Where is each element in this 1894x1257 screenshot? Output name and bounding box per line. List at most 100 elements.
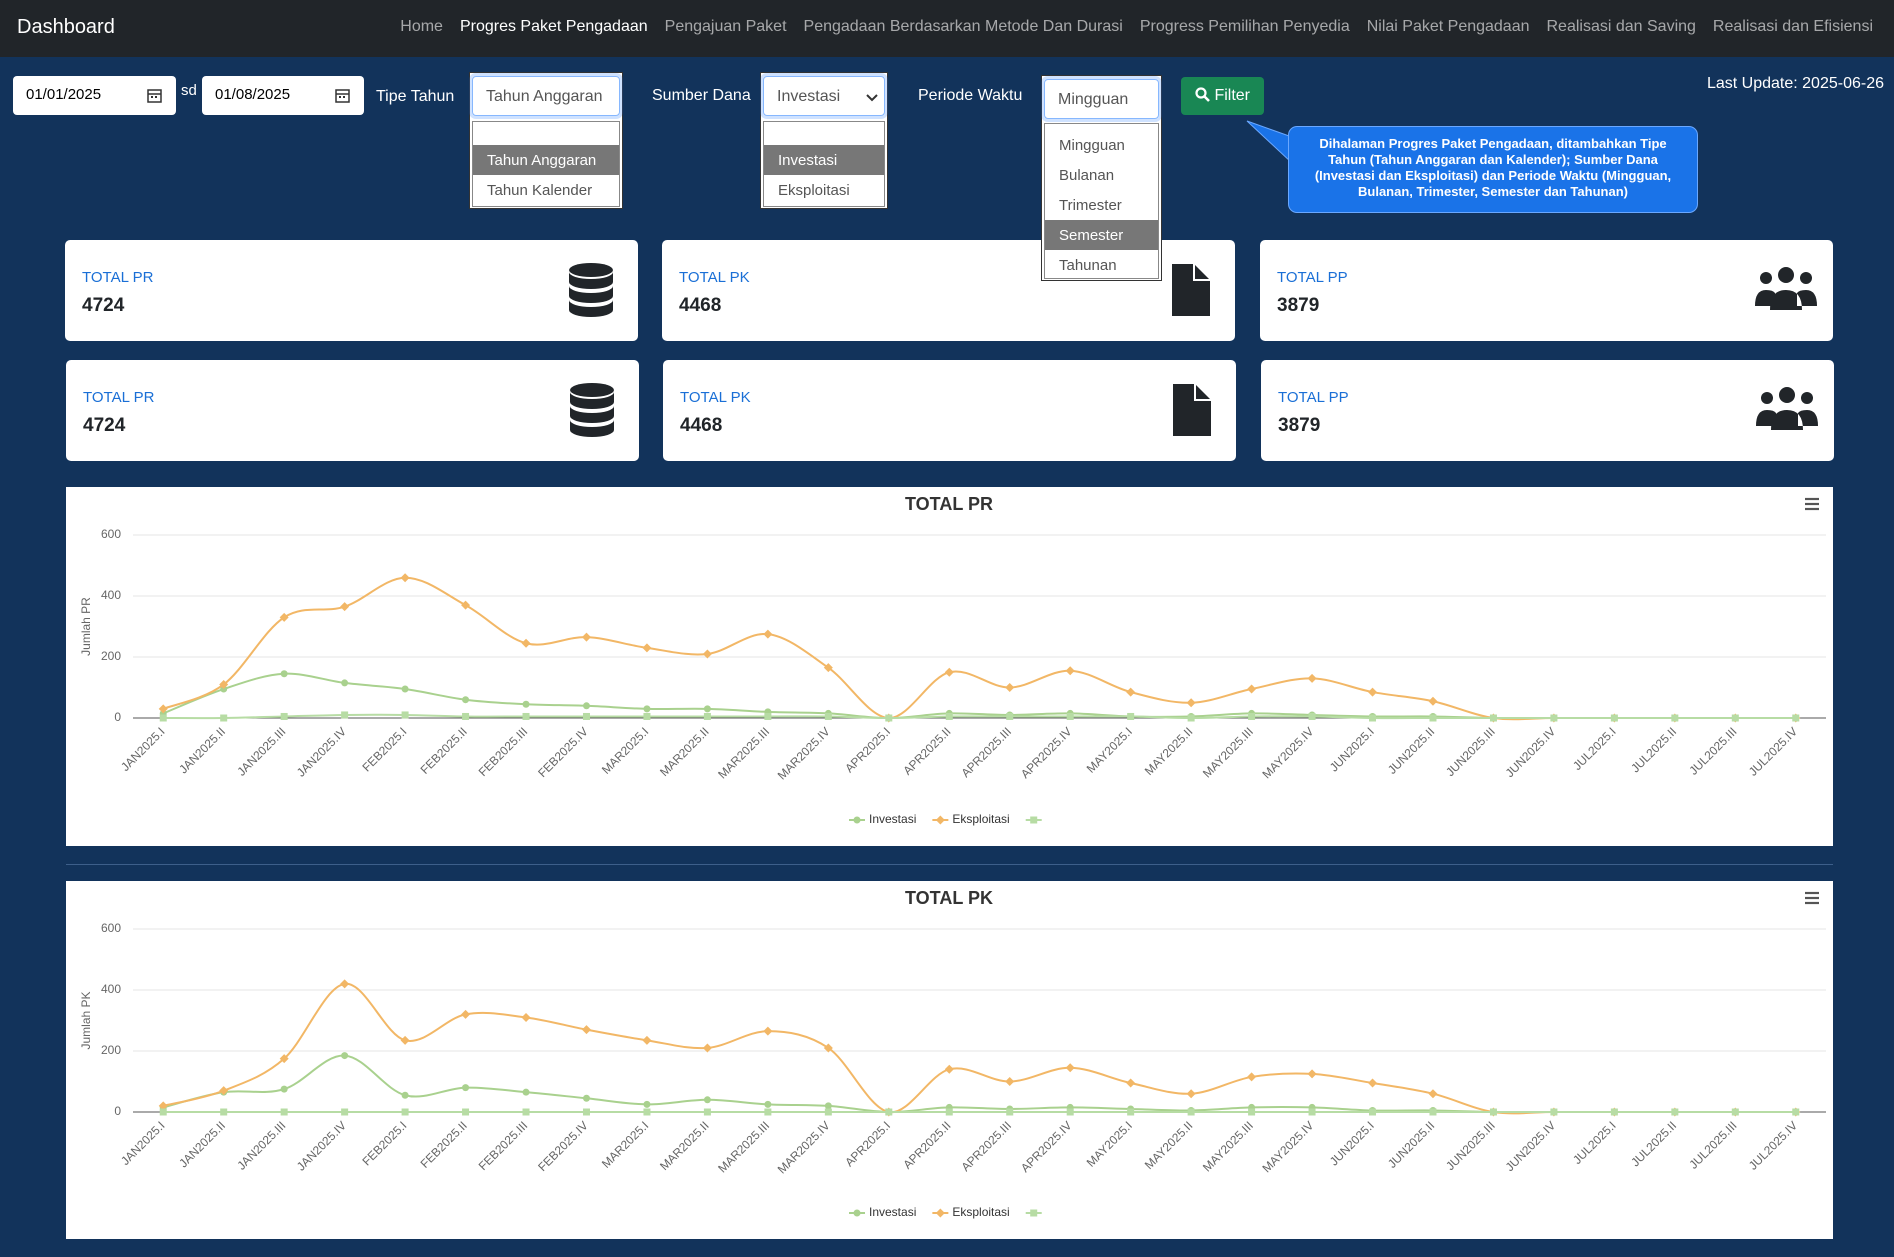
separator-line — [66, 864, 1833, 865]
stat-card: TOTAL PP 3879 — [1260, 240, 1833, 341]
date-text: 01/01/2025 — [26, 86, 102, 103]
marker — [581, 632, 591, 642]
option-text: Mingguan — [1059, 137, 1125, 154]
marker — [824, 1102, 832, 1110]
marker — [219, 679, 229, 689]
marker — [1005, 683, 1015, 692]
option[interactable]: Tahun Anggaran — [473, 145, 619, 175]
nav-link[interactable]: Pengadaan Berdasarkan Metode Dan Durasi — [803, 18, 1123, 35]
nav-link[interactable]: Nilai Paket Pengadaan — [1366, 18, 1530, 35]
y-axis-title: Jumlah PR — [79, 597, 93, 656]
marker — [642, 1035, 652, 1045]
marker — [935, 1208, 945, 1218]
select[interactable]: Tahun Anggaran — [472, 76, 620, 116]
stat-card: TOTAL PP 3879 — [1261, 360, 1834, 461]
marker — [461, 600, 471, 610]
x-tick-label: MAY2025.IV — [1260, 1118, 1317, 1175]
marker — [401, 1108, 409, 1116]
nav-link[interactable]: Home — [400, 18, 443, 35]
x-tick-label: JUN2025.III — [1443, 1118, 1498, 1173]
x-tick-label: JAN2025.II — [176, 1118, 228, 1170]
date-from[interactable]: 01/01/2025 — [13, 76, 176, 115]
brand[interactable]: Dashboard — [17, 16, 115, 38]
nav-link[interactable]: Progres Paket Pengadaan — [459, 18, 648, 35]
option[interactable]: Eksploitasi — [764, 175, 884, 205]
x-tick-label: MAY2025.III — [1200, 724, 1256, 780]
select[interactable]: Investasi — [763, 76, 885, 116]
option[interactable]: Bulanan — [1045, 160, 1158, 190]
marker — [1671, 714, 1679, 722]
nav-link[interactable]: Realisasi dan Efisiensi — [1712, 18, 1873, 35]
marker — [823, 663, 833, 673]
marker — [764, 1108, 772, 1116]
select[interactable]: Mingguan — [1044, 79, 1159, 119]
y-axis-title: Jumlah PK — [79, 991, 93, 1049]
marker — [945, 712, 953, 720]
marker — [1369, 714, 1377, 722]
nav-link[interactable]: Realisasi dan Saving — [1546, 18, 1696, 35]
x-tick-label: JUN2025.II — [1385, 1118, 1437, 1170]
option[interactable]: Investasi — [764, 145, 884, 175]
x-tick-label: JUN2025.IV — [1503, 1118, 1559, 1174]
marker — [1307, 1069, 1317, 1079]
marker — [1369, 1108, 1377, 1116]
x-tick-label: JAN2025.IV — [294, 1118, 349, 1173]
series-line — [162, 1054, 1796, 1114]
marker — [462, 712, 470, 720]
legend-label: Eksploitasi — [952, 812, 1009, 826]
user-head — [1760, 272, 1772, 284]
marker — [944, 667, 954, 677]
chart: TOTAL PR Jumlah PR 0 200 400 600 JAN2025.I JAN2… — [66, 487, 1833, 846]
date-text: 01/08/2025 — [215, 86, 291, 103]
marker — [1731, 714, 1739, 722]
marker — [280, 1085, 288, 1093]
marker — [824, 1108, 832, 1116]
x-tick-label: JUN2025.II — [1385, 724, 1437, 776]
marker — [763, 1026, 773, 1036]
legend-label: Investasi — [869, 812, 916, 826]
marker — [945, 1108, 953, 1116]
marker — [1127, 1108, 1135, 1116]
chart-title: TOTAL PK — [905, 888, 993, 908]
option-text: Semester — [1059, 227, 1124, 244]
marker — [341, 1108, 349, 1116]
nav-link[interactable]: Pengajuan Paket — [664, 18, 787, 35]
marker — [522, 700, 530, 708]
marker — [1489, 1108, 1497, 1116]
option[interactable]: Mingguan — [1045, 130, 1158, 160]
filter-label: Tipe Tahun — [376, 88, 455, 105]
marker — [401, 1091, 409, 1099]
option[interactable]: Semester — [1045, 220, 1158, 250]
option-text: Trimester — [1059, 197, 1122, 214]
marker — [341, 679, 349, 687]
marker — [1368, 687, 1378, 697]
marker — [401, 711, 409, 719]
x-tick-label: JAN2025.III — [234, 724, 288, 778]
marker — [581, 1025, 591, 1035]
db-top — [569, 263, 613, 277]
marker — [702, 649, 712, 659]
marker — [823, 1043, 833, 1053]
nav-link[interactable]: Progress Pemilihan Penyedia — [1139, 18, 1350, 35]
option-text: Investasi — [778, 152, 838, 169]
marker — [341, 711, 349, 719]
marker — [853, 1209, 861, 1217]
marker — [1186, 1089, 1196, 1099]
x-tick-label: FEB2025.I — [359, 1118, 409, 1168]
option-text: Tahun Kalender — [487, 182, 593, 199]
option[interactable]: Tahun Kalender — [473, 175, 619, 205]
filter-button[interactable]: Filter — [1181, 77, 1264, 115]
x-tick-label: MAR2025.I — [599, 1118, 651, 1170]
option-list: Mingguan Bulanan Trimester Semester Tahunan — [1044, 123, 1159, 279]
date-to[interactable]: 01/08/2025 — [202, 76, 364, 115]
card-value: 4468 — [679, 295, 722, 316]
marker — [582, 1094, 590, 1102]
x-tick-label: MAY2025.II — [1142, 1118, 1196, 1172]
x-tick-label: JUL2025.IV — [1746, 1118, 1800, 1172]
x-tick-label: MAY2025.III — [1200, 1118, 1256, 1174]
y-tick-label: 0 — [114, 1104, 121, 1118]
option[interactable]: Tahunan — [1045, 250, 1158, 280]
marker — [1610, 714, 1618, 722]
option[interactable]: Trimester — [1045, 190, 1158, 220]
marker — [1429, 714, 1437, 722]
